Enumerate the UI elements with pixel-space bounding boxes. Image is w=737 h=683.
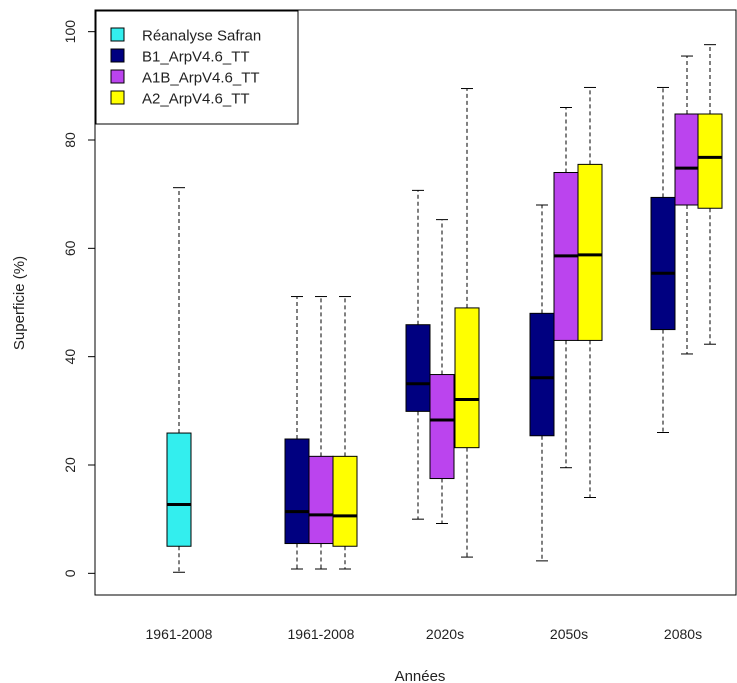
axes: 0 20 40 60 80 100 1961-2008 1961-2008 2020s 2050s… xyxy=(62,9,737,642)
y-tick-label: 0 xyxy=(62,569,78,577)
x-tick-label: 2020s xyxy=(426,626,464,642)
box-A1B_ArpV4.6_TT xyxy=(308,296,334,570)
box-B1_ArpV4.6_TT xyxy=(529,204,555,562)
box-iqr xyxy=(284,438,310,545)
box-B1_ArpV4.6_TT xyxy=(405,189,431,520)
box-iqr xyxy=(577,163,603,341)
box-iqr xyxy=(650,196,676,331)
box-B1_ArpV4.6_TT xyxy=(650,86,676,433)
box-iqr xyxy=(405,324,431,412)
x-tick-label: 1961-2008 xyxy=(146,626,213,642)
legend-label: A2_ArpV4.6_TT xyxy=(142,90,250,107)
x-axis-label: Années xyxy=(395,668,446,683)
y-tick-label: 20 xyxy=(62,457,78,473)
box-B1_ArpV4.6_TT xyxy=(284,296,310,570)
box-A1B_ArpV4.6_TT xyxy=(674,55,700,355)
x-tick-label: 1961-2008 xyxy=(288,626,355,642)
box-iqr xyxy=(529,312,555,437)
legend-label: A1B_ArpV4.6_TT xyxy=(142,69,260,86)
legend-swatch xyxy=(110,90,125,105)
box-iqr xyxy=(308,455,334,545)
legend-swatch xyxy=(110,48,125,63)
legend-swatch xyxy=(110,69,125,84)
legend-label: B1_ArpV4.6_TT xyxy=(142,48,250,65)
y-axis-label: Superficie (%) xyxy=(11,256,28,350)
box-iqr xyxy=(454,307,480,449)
box-iqr xyxy=(674,113,700,206)
y-tick-label: 80 xyxy=(62,132,78,148)
box-iqr xyxy=(429,374,455,480)
legend: Réanalyse Safran B1_ArpV4.6_TT A1B_ArpV4.6… xyxy=(95,10,299,125)
box-A1B_ArpV4.6_TT xyxy=(553,107,579,469)
box-A1B_ArpV4.6_TT xyxy=(429,219,455,524)
box-Réanalyse Safran xyxy=(166,187,192,573)
box-A2_ArpV4.6_TT xyxy=(332,296,358,570)
x-tick-label: 2050s xyxy=(550,626,588,642)
box-iqr xyxy=(332,455,358,547)
y-tick-label: 100 xyxy=(62,20,78,44)
box-iqr xyxy=(166,432,192,547)
box-A2_ArpV4.6_TT xyxy=(454,88,480,558)
boxes-layer xyxy=(166,44,723,573)
box-A2_ArpV4.6_TT xyxy=(697,44,723,345)
legend-swatch xyxy=(110,27,125,42)
legend-box xyxy=(95,10,299,125)
box-A2_ArpV4.6_TT xyxy=(577,86,603,498)
plot-frame xyxy=(94,9,737,596)
box-iqr xyxy=(697,113,723,209)
y-tick-label: 40 xyxy=(62,349,78,365)
y-tick-label: 60 xyxy=(62,240,78,256)
x-tick-label: 2080s xyxy=(664,626,702,642)
legend-label: Réanalyse Safran xyxy=(142,27,261,44)
